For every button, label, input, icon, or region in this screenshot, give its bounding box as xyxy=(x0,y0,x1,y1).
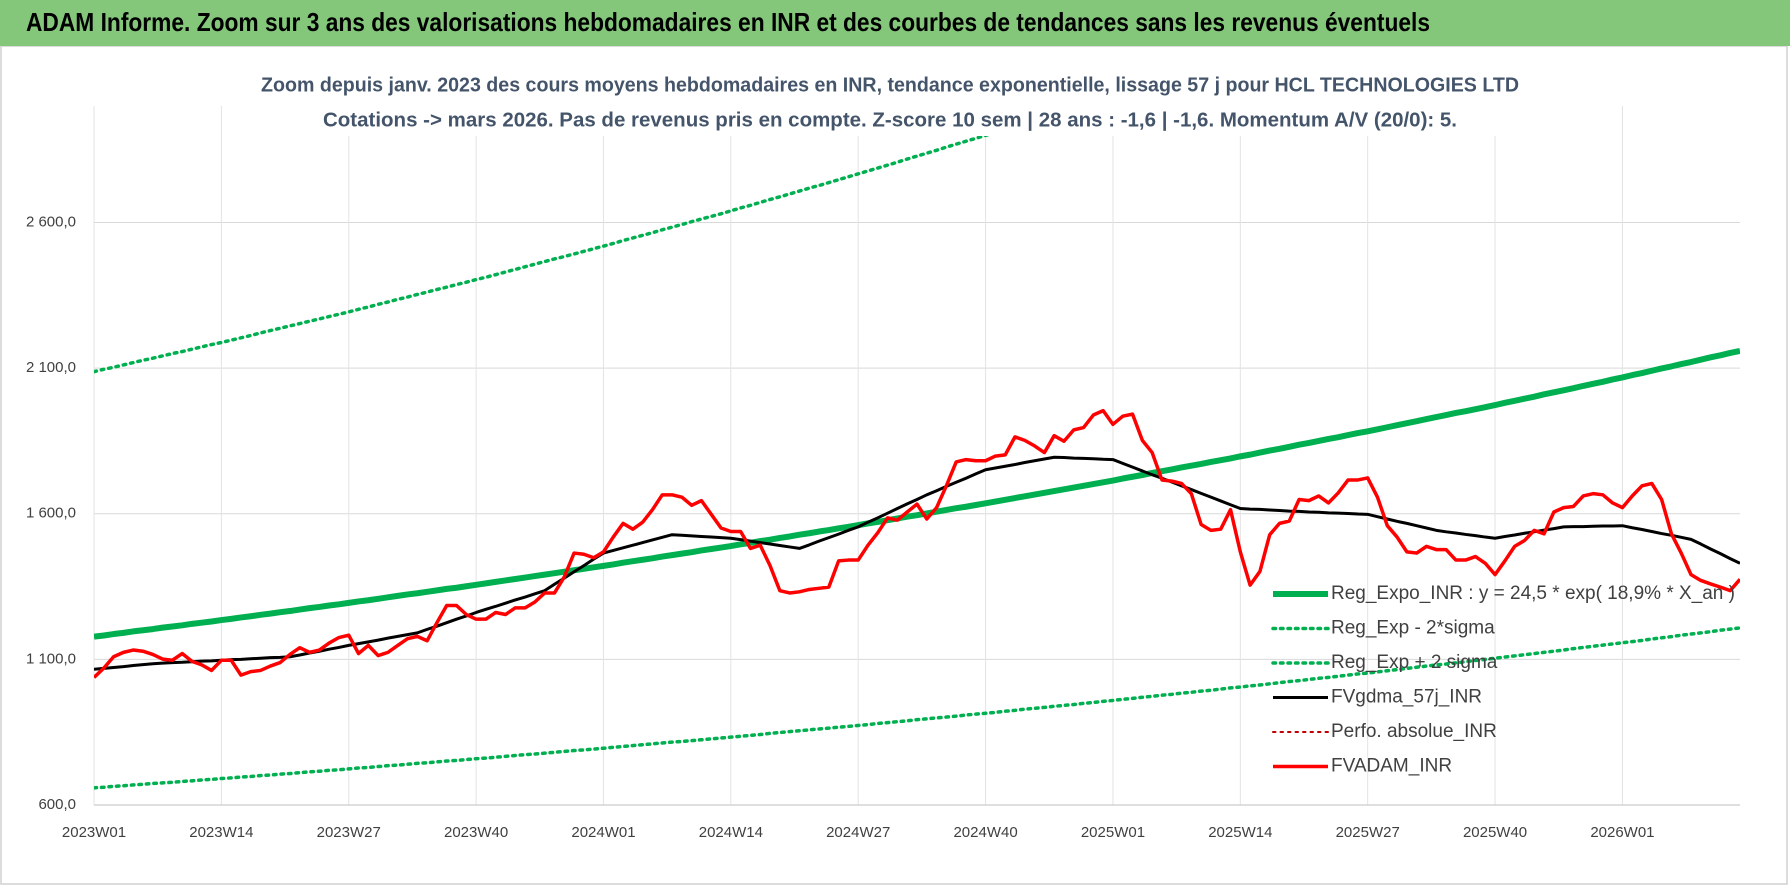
series-group xyxy=(94,106,1740,790)
x-tick-label: 2023W40 xyxy=(444,824,508,841)
legend-label: FVgdma_57j_INR xyxy=(1331,687,1482,708)
x-tick-label: 2025W01 xyxy=(1081,824,1145,841)
x-tick-label: 2025W27 xyxy=(1336,824,1400,841)
x-tick-label: 2024W01 xyxy=(571,824,635,841)
x-tick-label: 2023W01 xyxy=(62,824,126,841)
legend-label: Reg_Exp + 2 sigma xyxy=(1331,652,1498,673)
chart-title: Zoom depuis janv. 2023 des cours moyens … xyxy=(261,74,1519,96)
y-tick-label: 1 600,0 xyxy=(26,505,76,522)
legend: Reg_Expo_INR : y = 24,5 * exp( 18,9% * X… xyxy=(1271,583,1735,777)
x-tick-label: 2025W40 xyxy=(1463,824,1527,841)
y-tick-label: 2 100,0 xyxy=(26,359,76,376)
series-line xyxy=(94,106,1084,374)
plot-area: 600,0 1 100,0 1 600,0 2 100,0 2 600,0 2023W01… xyxy=(26,106,1740,841)
legend-label: FVADAM_INR xyxy=(1331,756,1452,777)
series-line xyxy=(94,626,1740,790)
legend-label: Reg_Exp - 2*sigma xyxy=(1331,618,1495,639)
legend-label: Perfo. absolue_INR xyxy=(1331,721,1497,742)
x-tick-label: 2023W14 xyxy=(189,824,253,841)
header-band xyxy=(0,0,1790,46)
series-line xyxy=(94,408,1740,679)
series-line xyxy=(94,348,1740,640)
legend-label: Reg_Expo_INR : y = 24,5 * exp( 18,9% * X… xyxy=(1331,583,1735,604)
series-line xyxy=(94,455,1740,671)
page-title: ADAM Informe. Zoom sur 3 ans des valoris… xyxy=(26,7,1430,37)
y-tick-label: 2 600,0 xyxy=(26,213,76,230)
x-tick-label: 2024W40 xyxy=(953,824,1017,841)
x-tick-label: 2025W14 xyxy=(1208,824,1272,841)
y-tick-label: 1 100,0 xyxy=(26,650,76,667)
x-tick-label: 2024W14 xyxy=(699,824,763,841)
x-tick-label: 2023W27 xyxy=(317,824,381,841)
y-tick-label: 600,0 xyxy=(38,796,76,813)
chart-subtitle: Cotations -> mars 2026. Pas de revenus p… xyxy=(323,109,1457,131)
x-tick-label: 2026W01 xyxy=(1590,824,1654,841)
x-tick-label: 2024W27 xyxy=(826,824,890,841)
title-background xyxy=(258,68,1532,136)
